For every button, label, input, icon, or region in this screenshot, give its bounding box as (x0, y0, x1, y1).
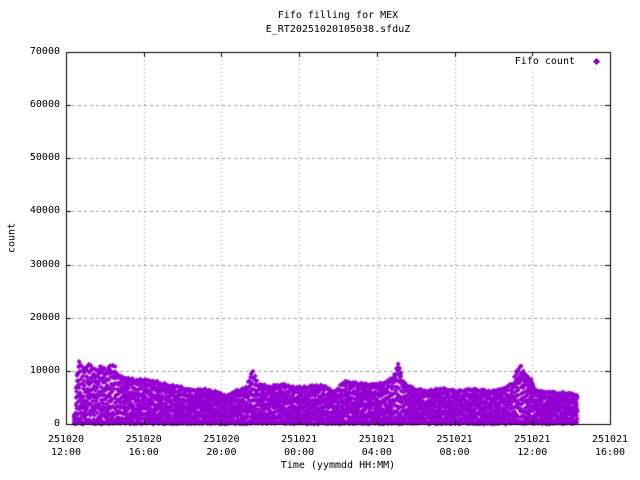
y-tick-label: 20000 (29, 311, 60, 323)
y-tick-label: 40000 (29, 205, 60, 217)
x-axis-title: Time (yymmdd HH:MM) (280, 460, 396, 471)
x-tick-label: 251021 00:00 (281, 434, 318, 458)
x-tick-label: 251020 16:00 (125, 434, 162, 458)
y-axis-title: count (6, 222, 18, 254)
x-tick-label: 251021 12:00 (514, 434, 551, 458)
y-tick-label: 50000 (29, 152, 60, 164)
x-tick-label: 251020 12:00 (47, 434, 85, 458)
x-tick-label: 251021 16:00 (591, 434, 629, 458)
chart-title: Fifo filling for MEX (277, 10, 399, 21)
y-tick-label: 60000 (29, 99, 60, 111)
y-tick-label: 0 (53, 418, 60, 429)
x-tick-label: 251021 04:00 (358, 434, 395, 458)
y-tick-label: 30000 (29, 258, 60, 270)
legend-label: Fifo count (511, 56, 578, 67)
y-tick-label: 70000 (29, 46, 60, 57)
x-tick-label: 251020 20:00 (203, 434, 240, 458)
chart-subtitle: E_RT20251020105038.sfduZ (265, 24, 411, 35)
x-tick-label: 251021 08:00 (436, 434, 473, 458)
y-tick-label: 10000 (29, 364, 60, 376)
